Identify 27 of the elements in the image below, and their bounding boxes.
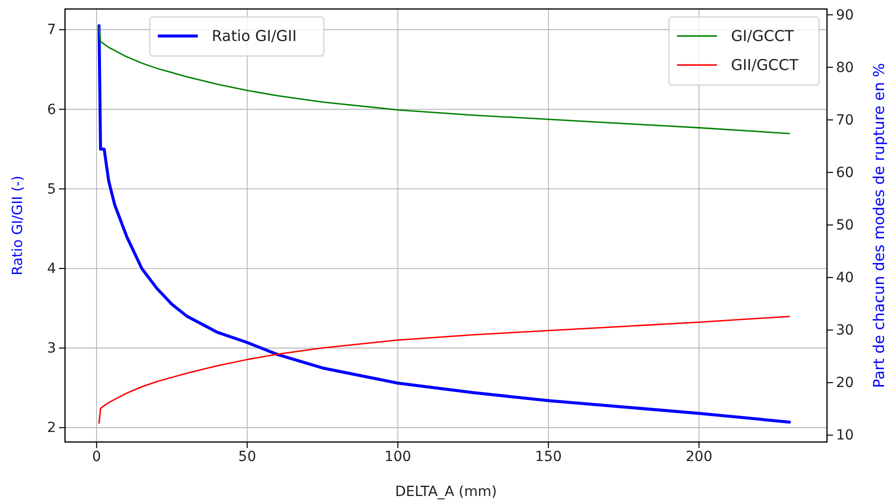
y2-tick-label: 70 xyxy=(836,112,854,128)
y2-tick-label: 30 xyxy=(836,322,854,339)
legend-label: GI/GCCT xyxy=(731,27,795,45)
x-axis-title: DELTA_A (mm) xyxy=(395,484,497,500)
y-tick-label: 5 xyxy=(47,181,56,198)
y2-tick-label: 60 xyxy=(836,164,854,181)
y-tick-label: 3 xyxy=(47,340,56,357)
y2-tick-label: 90 xyxy=(836,7,854,24)
x-tick-label: 150 xyxy=(535,448,562,465)
y2-axis-title: Part de chacun des modes de rupture en % xyxy=(870,62,888,388)
y-tick-label: 7 xyxy=(47,22,56,38)
y-tick-label: 6 xyxy=(47,102,56,118)
x-tick-label: 0 xyxy=(92,448,102,465)
y2-tick-label: 20 xyxy=(836,375,854,392)
y-tick-label: 2 xyxy=(47,420,56,436)
y-axis-title: Ratio GI/GII (-) xyxy=(10,176,26,276)
legend-label: GII/GCCT xyxy=(731,56,800,74)
y-tick-label: 4 xyxy=(47,260,56,277)
legend-label: Ratio GI/GII xyxy=(212,27,297,45)
y2-tick-label: 80 xyxy=(836,60,854,76)
line-series xyxy=(98,316,790,424)
y2-tick-label: 10 xyxy=(836,428,854,444)
x-tick-label: 50 xyxy=(238,448,256,465)
y2-tick-label: 50 xyxy=(836,217,854,234)
x-tick-label: 200 xyxy=(686,448,712,465)
x-tick-label: 100 xyxy=(384,448,412,465)
y2-tick-label: 40 xyxy=(836,270,854,286)
